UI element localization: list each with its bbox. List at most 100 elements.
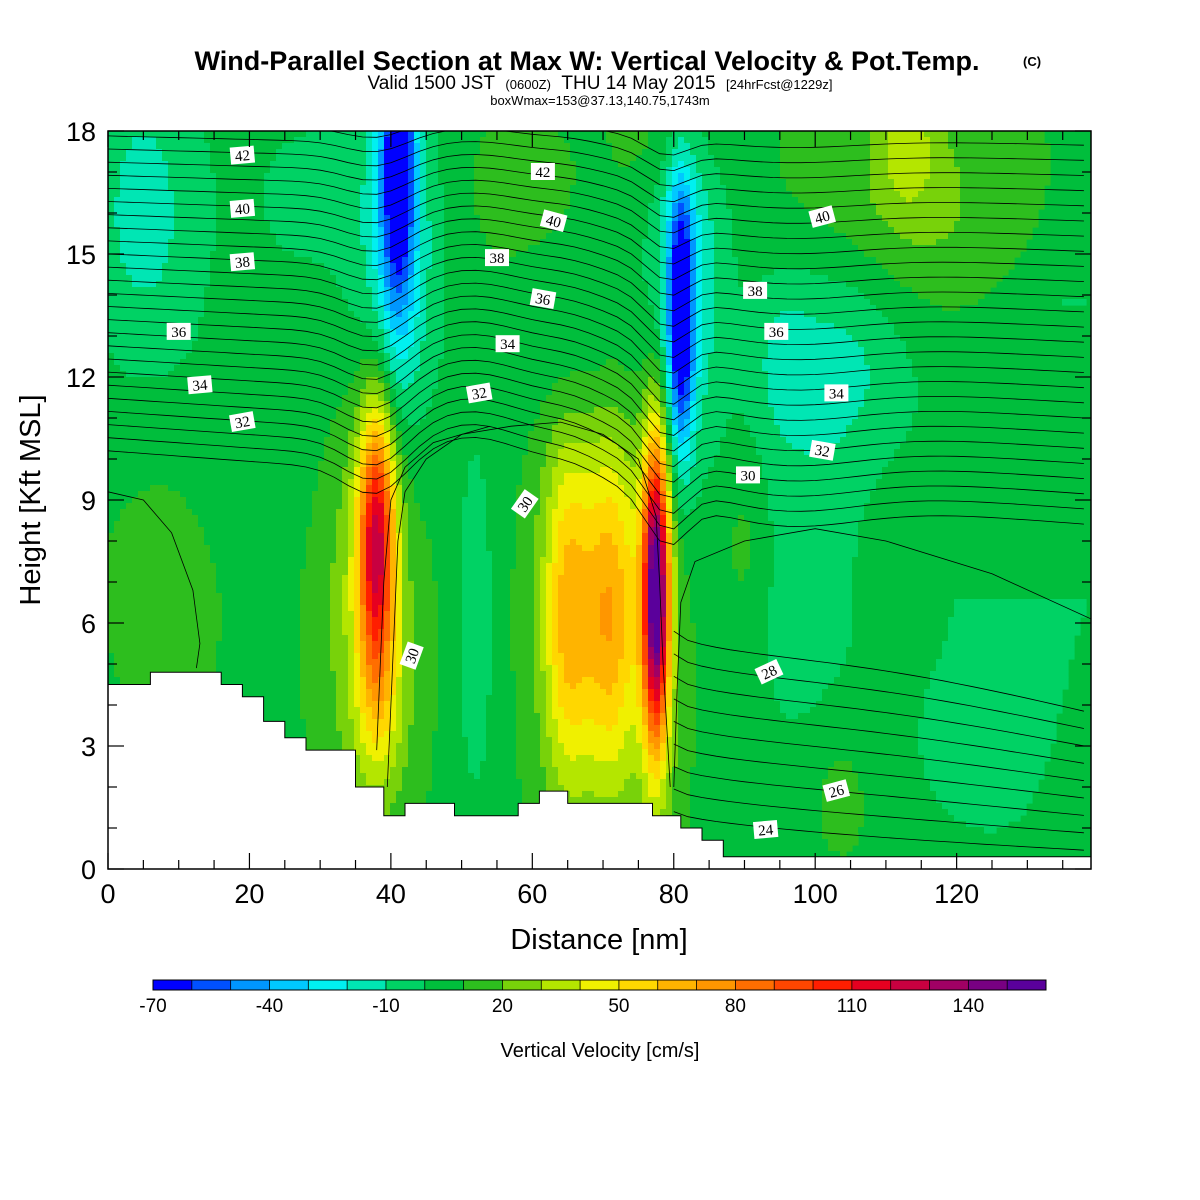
- velocity-cell: [684, 377, 691, 384]
- velocity-cell: [360, 569, 367, 576]
- velocity-cell: [384, 467, 391, 474]
- velocity-cell: [600, 611, 613, 618]
- velocity-cell: [396, 443, 403, 450]
- velocity-cell: [714, 263, 739, 270]
- velocity-cell: [672, 437, 679, 444]
- velocity-cell: [852, 587, 955, 594]
- velocity-cell: [372, 149, 379, 156]
- velocity-cell: [642, 437, 649, 444]
- velocity-cell: [696, 461, 715, 468]
- velocity-cell: [384, 617, 391, 624]
- isentrope-label-text: 40: [234, 201, 250, 218]
- velocity-cell: [672, 443, 679, 450]
- velocity-cell: [672, 425, 679, 432]
- velocity-cell: [408, 251, 415, 258]
- velocity-cell: [558, 773, 631, 780]
- velocity-cell: [384, 365, 391, 372]
- velocity-cell: [408, 167, 415, 174]
- velocity-cell: [120, 191, 175, 198]
- velocity-cell: [354, 587, 361, 594]
- velocity-cell: [924, 773, 1045, 780]
- velocity-cell: [384, 203, 409, 210]
- velocity-cell: [534, 563, 541, 570]
- velocity-cell: [660, 743, 667, 750]
- velocity-cell: [378, 419, 385, 426]
- velocity-cell: [432, 749, 469, 756]
- velocity-cell: [540, 467, 553, 474]
- velocity-cell: [672, 587, 679, 594]
- velocity-cell: [402, 569, 409, 576]
- velocity-cell: [360, 671, 367, 678]
- velocity-cell: [648, 551, 655, 558]
- velocity-cell: [696, 401, 703, 408]
- velocity-cell: [642, 275, 661, 282]
- velocity-cell: [534, 551, 547, 558]
- velocity-cell: [636, 569, 643, 576]
- velocity-cell: [660, 773, 667, 780]
- velocity-cell: [414, 329, 427, 336]
- velocity-cell: [660, 551, 667, 558]
- velocity-cell: [534, 665, 541, 672]
- velocity-cell: [408, 509, 421, 516]
- velocity-cell: [672, 383, 679, 390]
- velocity-cell: [678, 575, 691, 582]
- velocity-cell: [108, 365, 121, 372]
- velocity-cell: [900, 191, 919, 198]
- velocity-cell: [768, 395, 865, 402]
- velocity-cell: [672, 809, 691, 816]
- velocity-cell: [426, 185, 445, 192]
- velocity-cell: [366, 581, 373, 588]
- velocity-cell: [372, 527, 379, 534]
- velocity-cell: [624, 521, 637, 528]
- isentrope-label-box: [510, 489, 539, 519]
- velocity-cell: [648, 533, 655, 540]
- velocity-cell: [510, 623, 535, 630]
- velocity-cell: [918, 389, 991, 396]
- velocity-cell: [678, 491, 703, 498]
- velocity-cell: [660, 401, 667, 408]
- velocity-cell: [438, 137, 481, 144]
- velocity-cell: [360, 485, 367, 492]
- velocity-cell: [264, 197, 361, 204]
- velocity-cell: [666, 437, 673, 444]
- velocity-cell: [648, 779, 661, 786]
- velocity-cell: [552, 227, 649, 234]
- velocity-cell: [396, 587, 403, 594]
- velocity-cell: [660, 629, 667, 636]
- velocity-cell: [690, 245, 697, 252]
- velocity-cell: [486, 539, 517, 546]
- velocity-cell: [354, 461, 361, 468]
- velocity-cell: [846, 659, 937, 666]
- velocity-cell: [660, 329, 667, 336]
- velocity-cell: [378, 161, 385, 168]
- velocity-cell: [420, 509, 463, 516]
- velocity-cell: [384, 281, 391, 288]
- velocity-cell: [732, 413, 745, 420]
- velocity-cell: [666, 311, 673, 318]
- velocity-cell: [678, 593, 691, 600]
- velocity-cell: [348, 671, 355, 678]
- velocity-cell: [516, 737, 541, 744]
- velocity-cell: [108, 617, 223, 624]
- isentrope-line: [673, 743, 1084, 799]
- velocity-cell: [408, 149, 415, 156]
- velocity-cell: [552, 635, 559, 642]
- velocity-cell: [660, 263, 667, 270]
- velocity-cell: [108, 347, 193, 354]
- velocity-cell: [108, 215, 115, 222]
- isentrope-label: 40: [539, 209, 568, 233]
- velocity-cell: [546, 797, 643, 804]
- velocity-cell: [438, 371, 571, 378]
- colorbar-tick-label: 20: [492, 996, 513, 1017]
- velocity-cell: [348, 773, 367, 780]
- velocity-cell: [702, 371, 709, 378]
- velocity-cell: [534, 599, 541, 606]
- velocity-cell: [672, 263, 691, 270]
- velocity-cell: [432, 731, 463, 738]
- velocity-cell: [390, 767, 403, 774]
- velocity-cell: [420, 179, 427, 186]
- velocity-cell: [660, 233, 667, 240]
- velocity-cell: [642, 647, 649, 654]
- velocity-cell: [696, 281, 703, 288]
- velocity-cell: [408, 329, 415, 336]
